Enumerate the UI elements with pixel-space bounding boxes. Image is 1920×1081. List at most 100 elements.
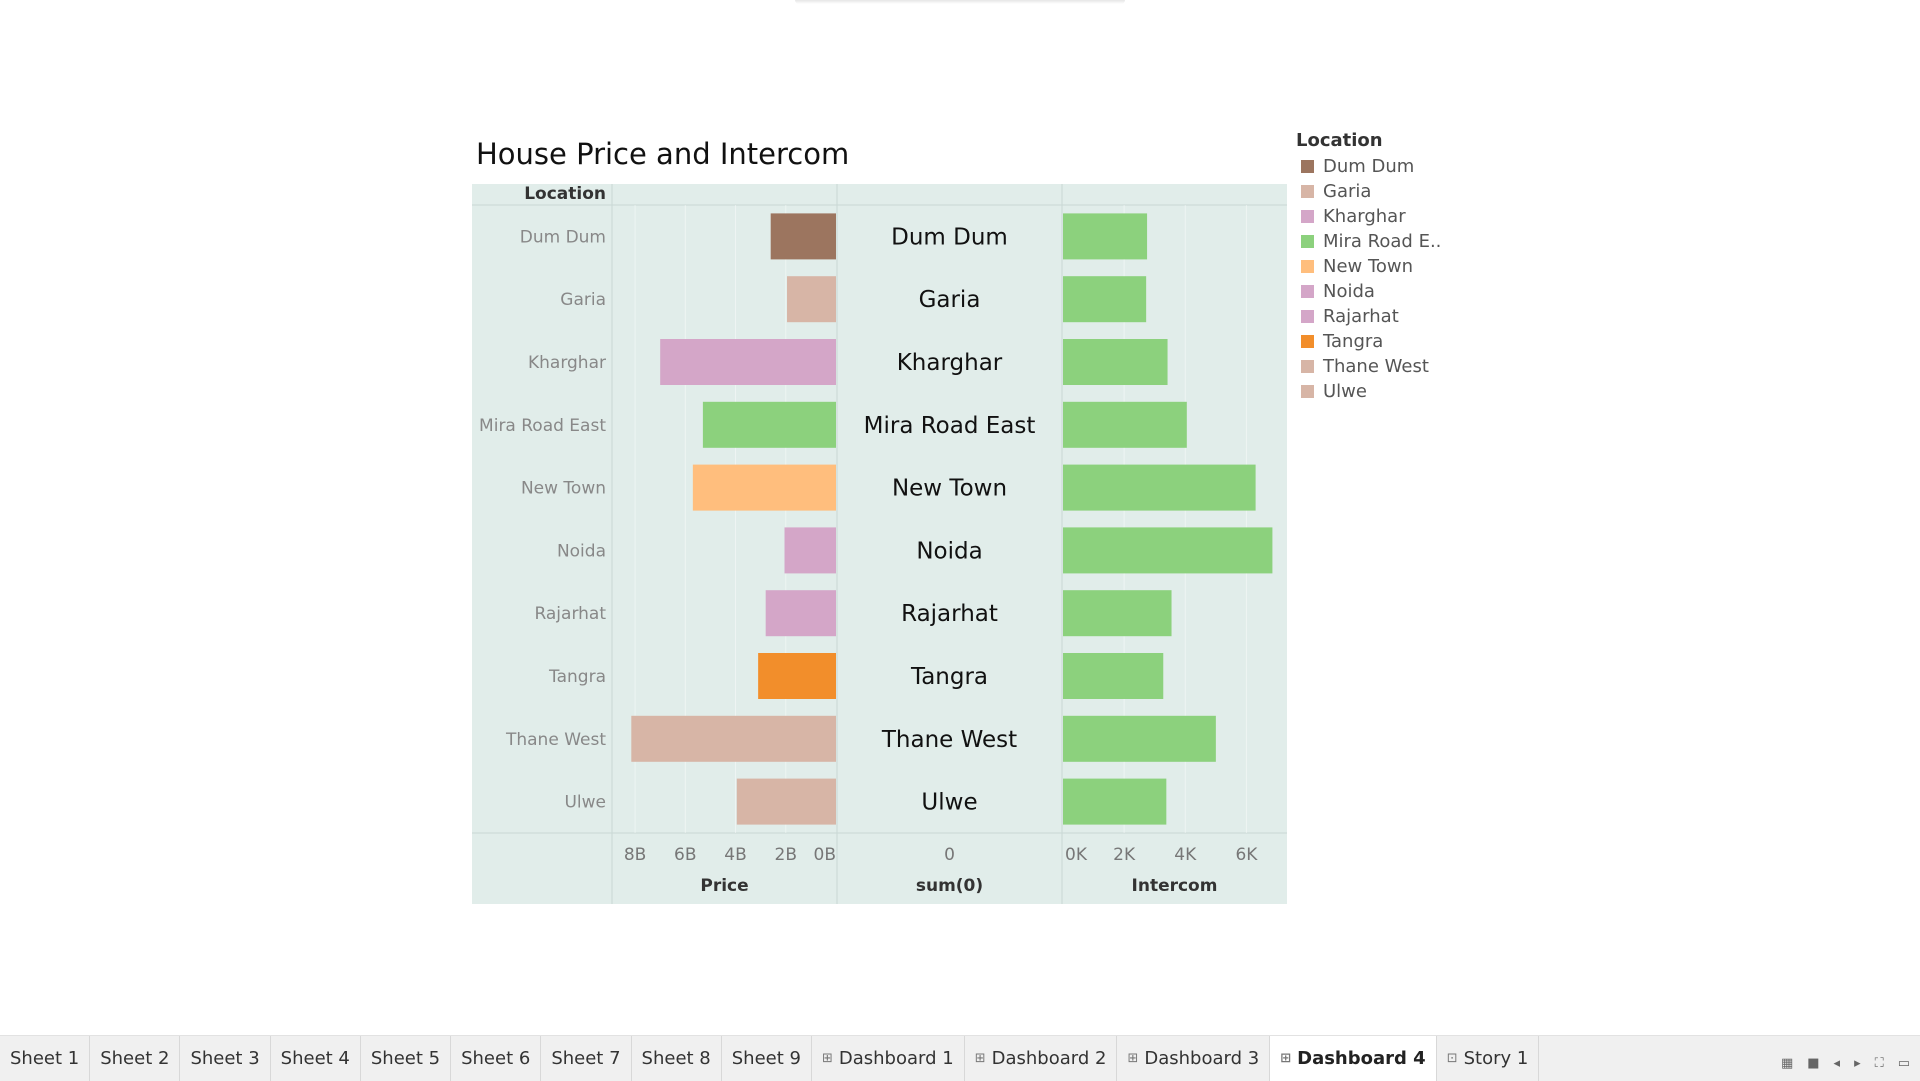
sheet-tab-bar: Sheet 1 Sheet 2 Sheet 3 Sheet 4 Sheet 5 Sheet… [0,1035,1920,1081]
top-shadow [795,0,1125,4]
center-location-label: Mira Road East [864,413,1036,439]
tab-sheet-1[interactable]: Sheet 1 [0,1036,91,1081]
tab-dashboard-4[interactable]: ⊞ Dashboard 4 [1270,1036,1437,1081]
intercom-bar [1063,653,1164,699]
presentation-mode-icon[interactable]: ▭ [1897,1056,1910,1071]
intercom-bar [1063,527,1273,574]
tab-label: Sheet 2 [100,1048,170,1069]
tab-label: Dashboard 3 [1144,1048,1260,1069]
legend-item[interactable]: Tangra [1296,329,1441,354]
price-axis-label: Price [700,876,748,896]
legend-swatch [1301,335,1314,348]
center-location-label: Dum Dum [891,224,1008,250]
price-bar [736,778,836,825]
tab-sheet-8[interactable]: Sheet 8 [632,1036,722,1081]
legend-swatch [1301,360,1314,373]
tab-label: Sheet 9 [731,1048,801,1069]
tab-sheet-3[interactable]: Sheet 3 [180,1036,271,1081]
legend-swatch [1301,185,1314,198]
legend-item[interactable]: Noida [1296,279,1441,304]
intercom-tick-label: 6K [1235,845,1258,865]
row-header-label: Location [524,184,606,204]
tab-dashboard-1[interactable]: ⊞ Dashboard 1 [812,1036,965,1081]
location-legend: Location Dum Dum Garia Kharghar Mira Road E… [1296,130,1441,404]
tab-label: Sheet 3 [190,1048,260,1069]
row-label: Thane West [505,730,606,750]
legend-label: Garia [1323,181,1372,202]
row-label: Dum Dum [520,227,606,247]
legend-item[interactable]: New Town [1296,254,1441,279]
legend-item[interactable]: Thane West [1296,354,1441,379]
center-location-label: Kharghar [897,350,1003,376]
legend-label: Tangra [1323,331,1384,352]
legend-swatch [1301,260,1314,273]
tab-dashboard-3[interactable]: ⊞ Dashboard 3 [1117,1036,1271,1081]
price-tick-label: 8B [624,845,646,865]
dashboard-title: House Price and Intercom [476,137,850,171]
price-bar [702,401,836,448]
intercom-bar [1063,401,1187,448]
center-location-label: Thane West [881,727,1017,753]
price-bar [787,276,836,323]
next-sheet-icon[interactable]: ▸ [1854,1056,1861,1071]
legend-label: Noida [1323,281,1375,302]
intercom-tick-label: 2K [1113,845,1136,865]
tab-sheet-4[interactable]: Sheet 4 [271,1036,361,1081]
tab-sheet-7[interactable]: Sheet 7 [541,1036,632,1081]
dashboard-icon: ⊞ [821,1051,833,1066]
dashboard-icon: ⊞ [1280,1051,1292,1066]
legend-swatch [1301,285,1314,298]
legend-item[interactable]: Rajarhat [1296,304,1441,329]
tab-label: Sheet 4 [280,1048,350,1069]
tab-sheet-2[interactable]: Sheet 2 [90,1036,181,1081]
legend-label: New Town [1323,256,1414,277]
price-tick-label: 2B [775,845,797,865]
tab-story-1[interactable]: ⊡ Story 1 [1437,1036,1540,1081]
tab-label: Sheet 8 [641,1048,711,1069]
show-filmstrip-icon[interactable]: ■ [1807,1056,1820,1071]
legend-item[interactable]: Mira Road E.. [1296,229,1441,254]
legend-item[interactable]: Garia [1296,179,1441,204]
tab-sheet-5[interactable]: Sheet 5 [361,1036,452,1081]
price-bar [784,527,836,574]
intercom-tick-label: 4K [1174,845,1197,865]
intercom-bar [1063,715,1216,762]
price-bar [770,213,836,260]
intercom-bar [1063,213,1148,260]
row-label: Kharghar [528,353,606,373]
intercom-tick-label: 0K [1065,845,1088,865]
legend-swatch [1301,310,1314,323]
tab-bar-tools: ▦ ■ ◂ ▸ ⛶ ▭ [1781,1056,1910,1071]
row-label: Rajarhat [534,604,606,624]
row-label: Noida [557,541,606,561]
price-tick-label: 4B [724,845,746,865]
legend-swatch [1301,210,1314,223]
tab-sheet-9[interactable]: Sheet 9 [722,1036,812,1081]
tab-label: Sheet 6 [461,1048,531,1069]
show-sheet-sorter-icon[interactable]: ▦ [1780,1056,1794,1071]
fit-icon[interactable]: ⛶ [1874,1056,1884,1071]
legend-item[interactable]: Dum Dum [1296,154,1441,179]
story-icon: ⊡ [1446,1051,1458,1066]
intercom-bar [1063,276,1147,323]
prev-sheet-icon[interactable]: ◂ [1833,1056,1841,1071]
intercom-bar [1063,339,1168,385]
legend-title: Location [1296,130,1383,151]
legend-label: Dum Dum [1323,156,1415,177]
price-bar [758,653,836,699]
row-label: Mira Road East [479,416,606,436]
tab-dashboard-2[interactable]: ⊞ Dashboard 2 [965,1036,1118,1081]
intercom-bar [1063,464,1256,511]
tab-sheet-6[interactable]: Sheet 6 [451,1036,542,1081]
legend-item[interactable]: Ulwe [1296,379,1441,404]
sum-axis-label: sum(0) [916,876,983,896]
center-location-label: Rajarhat [901,601,998,627]
legend-item[interactable]: Kharghar [1296,204,1441,229]
center-location-label: Tangra [910,664,988,690]
tab-label: Sheet 5 [370,1048,441,1069]
price-tick-label: 0B [814,845,836,865]
legend-label: Mira Road E.. [1323,231,1442,252]
dashboard-icon: ⊞ [974,1051,986,1066]
legend-label: Rajarhat [1323,306,1399,327]
